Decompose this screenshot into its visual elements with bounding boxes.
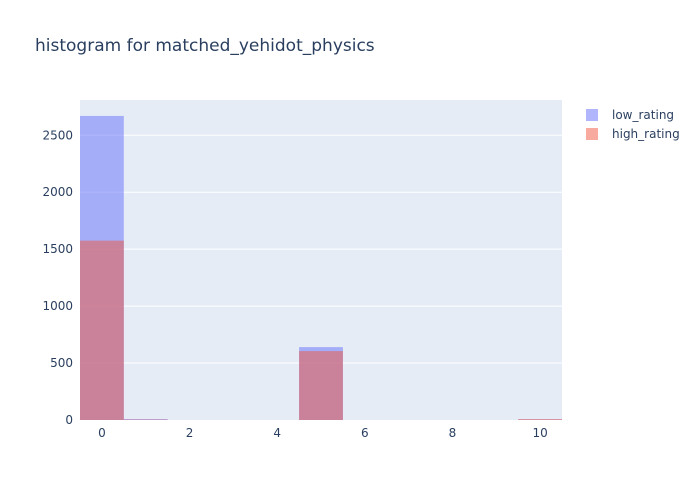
legend-swatch-high-rating[interactable] <box>586 128 598 140</box>
legend-label-high-rating[interactable]: high_rating <box>612 127 680 141</box>
bar-high-rating[interactable] <box>518 419 562 420</box>
y-tick-label: 2500 <box>42 128 73 142</box>
legend-label-low-rating[interactable]: low_rating <box>612 108 674 122</box>
y-tick-label: 1500 <box>42 242 73 256</box>
bar-high-rating[interactable] <box>80 240 124 420</box>
legend-swatch-low-rating[interactable] <box>586 109 598 121</box>
x-tick-label: 0 <box>98 426 106 440</box>
y-tick-label: 500 <box>50 356 73 370</box>
x-tick-label: 8 <box>449 426 457 440</box>
x-axis: 0 2 4 6 8 10 <box>98 426 548 440</box>
x-tick-label: 4 <box>273 426 281 440</box>
chart-title: histogram for matched_yehidot_physics <box>35 36 375 56</box>
y-tick-label: 2000 <box>42 185 73 199</box>
x-tick-label: 6 <box>361 426 369 440</box>
bar-high-rating[interactable] <box>299 351 343 420</box>
bars <box>80 115 562 421</box>
y-axis: 0 500 1000 1500 2000 2500 <box>42 128 73 427</box>
y-tick-label: 0 <box>65 413 73 427</box>
legend[interactable]: low_rating high_rating <box>586 108 680 141</box>
x-tick-label: 2 <box>186 426 194 440</box>
x-tick-label: 10 <box>532 426 547 440</box>
y-tick-label: 1000 <box>42 299 73 313</box>
gridlines <box>80 134 562 364</box>
